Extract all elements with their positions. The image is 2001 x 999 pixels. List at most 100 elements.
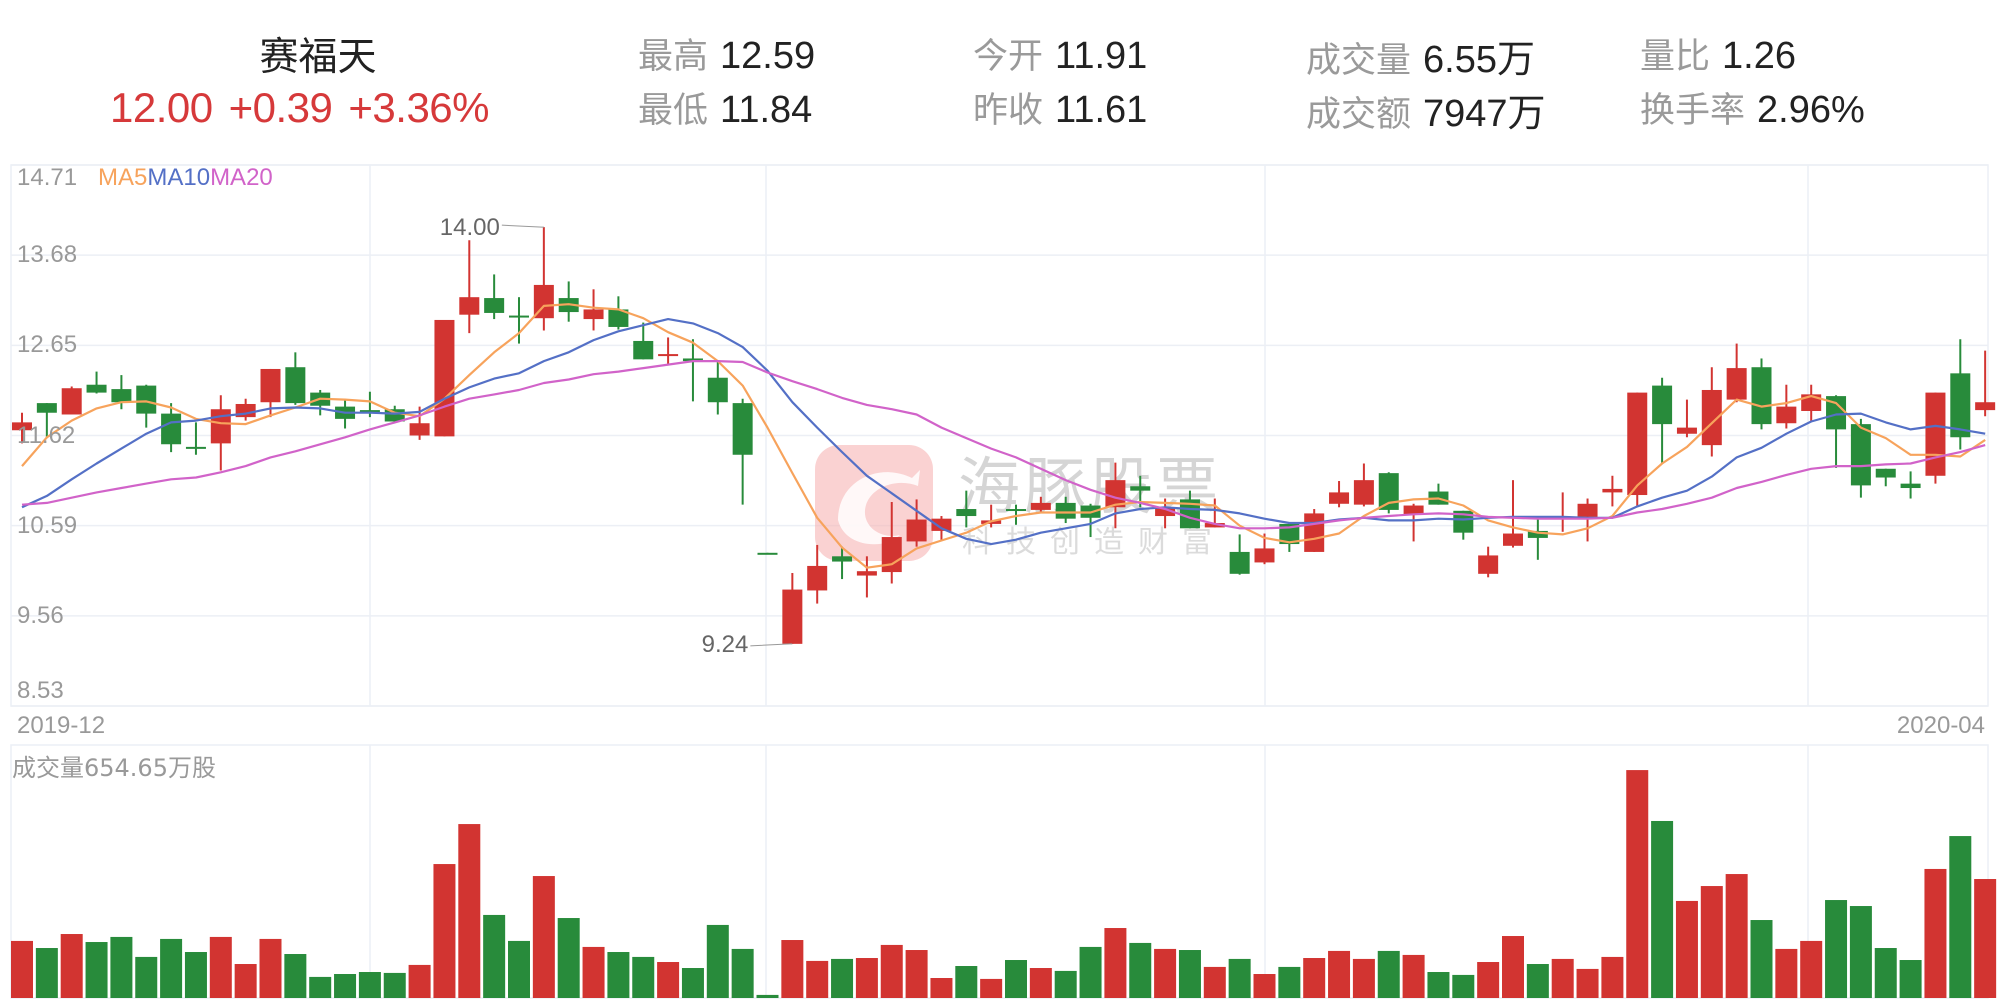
stat-label: 成交量 [1306, 41, 1412, 81]
candle-body [484, 298, 505, 313]
candle-body [434, 319, 455, 437]
volume-bar [259, 938, 282, 998]
ma-line-ma5 [21, 303, 1986, 569]
volume-bar [60, 934, 83, 998]
price-change: +0.39 [228, 84, 333, 131]
volume-bar [1377, 950, 1400, 998]
candle-body [409, 423, 430, 436]
volume-bar [1825, 900, 1848, 998]
stat-turnover: 成交额 7947万 [1306, 82, 1546, 137]
candle-body [583, 309, 604, 320]
volume-bar [358, 972, 381, 998]
volume-bar [855, 958, 878, 998]
candle-body [1676, 427, 1697, 434]
candle-body [1304, 513, 1325, 552]
candle-body [1726, 368, 1747, 400]
candle-body [12, 422, 32, 431]
legend-ma20[interactable]: MA20 [210, 164, 273, 191]
candle-body [881, 537, 902, 573]
stat-label: 换手率 [1640, 91, 1746, 131]
legend-ma10[interactable]: MA10 [147, 164, 211, 191]
volume-bar [681, 968, 704, 998]
volume-bar [1452, 974, 1475, 998]
annotation-label: 9.24 [702, 631, 749, 658]
volume-bar [781, 940, 804, 998]
stat-label: 最高 [638, 37, 709, 77]
volume-bar [1228, 958, 1251, 998]
volume-bar [1651, 820, 1674, 998]
volume-bar [1601, 956, 1624, 998]
volume-bar [483, 914, 506, 998]
volume-bar [1253, 974, 1276, 998]
volume-bar [1576, 968, 1599, 998]
candle-body [36, 403, 57, 413]
volume-bar [1328, 950, 1351, 998]
stat-label: 量比 [1640, 37, 1711, 77]
stat-value: 2.96% [1757, 89, 1865, 131]
y-tick-label: 13.68 [17, 241, 78, 269]
volume-bar [1675, 900, 1698, 998]
candle-body [86, 384, 107, 393]
candle-body [359, 410, 380, 413]
ma-line-ma10 [21, 318, 1986, 546]
candle-body [1627, 392, 1648, 496]
candle-body [707, 377, 728, 403]
candle-body [260, 368, 281, 403]
volume-bar [458, 824, 481, 998]
candle-body [1378, 473, 1399, 510]
volume-bar [433, 864, 456, 998]
volume-bar [980, 978, 1003, 998]
annotation-label: 14.00 [440, 214, 500, 241]
volume-bar [1154, 948, 1177, 998]
volume-bar [284, 954, 307, 998]
volume-label: 成交量654.65万股 [12, 754, 216, 782]
y-tick-label: 12.65 [17, 331, 78, 359]
candle-body [161, 413, 182, 445]
candle-body [1006, 509, 1026, 512]
candle-body [1254, 548, 1275, 563]
volume-bar [1402, 954, 1425, 998]
volume-bar [1924, 868, 1947, 998]
stat-value: 1.26 [1722, 35, 1796, 77]
volume-bar [35, 948, 58, 998]
volume-bar [85, 942, 108, 998]
candle-body [732, 403, 753, 455]
last-price: 12.00 [110, 84, 213, 131]
candle-body [1030, 502, 1051, 510]
volume-bar [1352, 958, 1375, 998]
volume-bar [209, 936, 232, 998]
volume-bar [905, 950, 928, 998]
candle-body [856, 571, 877, 576]
volume-bar [1725, 874, 1748, 998]
volume-bar [1029, 968, 1052, 998]
volume-bar [1526, 964, 1549, 998]
legend-ma5[interactable]: MA5 [98, 164, 148, 191]
volume-bar [1203, 966, 1226, 998]
candle-body [1229, 551, 1250, 574]
volume-bar [309, 976, 332, 998]
candle-body [608, 309, 629, 327]
dolphin-icon [838, 470, 920, 545]
y-tick-label: 10.59 [17, 511, 78, 539]
volume-bar [1775, 948, 1798, 998]
y-tick-label: 8.53 [17, 677, 64, 704]
volume-bar [831, 958, 854, 998]
volume-bar [1005, 960, 1027, 998]
volume-bar [1700, 886, 1723, 998]
y-tick-label: 9.56 [17, 601, 64, 629]
volume-bar [1129, 942, 1152, 998]
candle-body [1602, 488, 1623, 493]
volume-bar [1899, 960, 1922, 998]
candle-body [1950, 373, 1971, 438]
stat-low: 最低 11.84 [638, 82, 812, 133]
candle-body [285, 367, 306, 404]
volume-bar [1079, 946, 1102, 998]
volume-bar [955, 966, 978, 998]
candle-body [1105, 480, 1126, 508]
volume-bar [1427, 972, 1450, 998]
stat-value: 12.59 [720, 35, 816, 77]
candle-body [1701, 389, 1722, 446]
candle-body [682, 358, 703, 362]
volume-bar [1551, 958, 1574, 998]
